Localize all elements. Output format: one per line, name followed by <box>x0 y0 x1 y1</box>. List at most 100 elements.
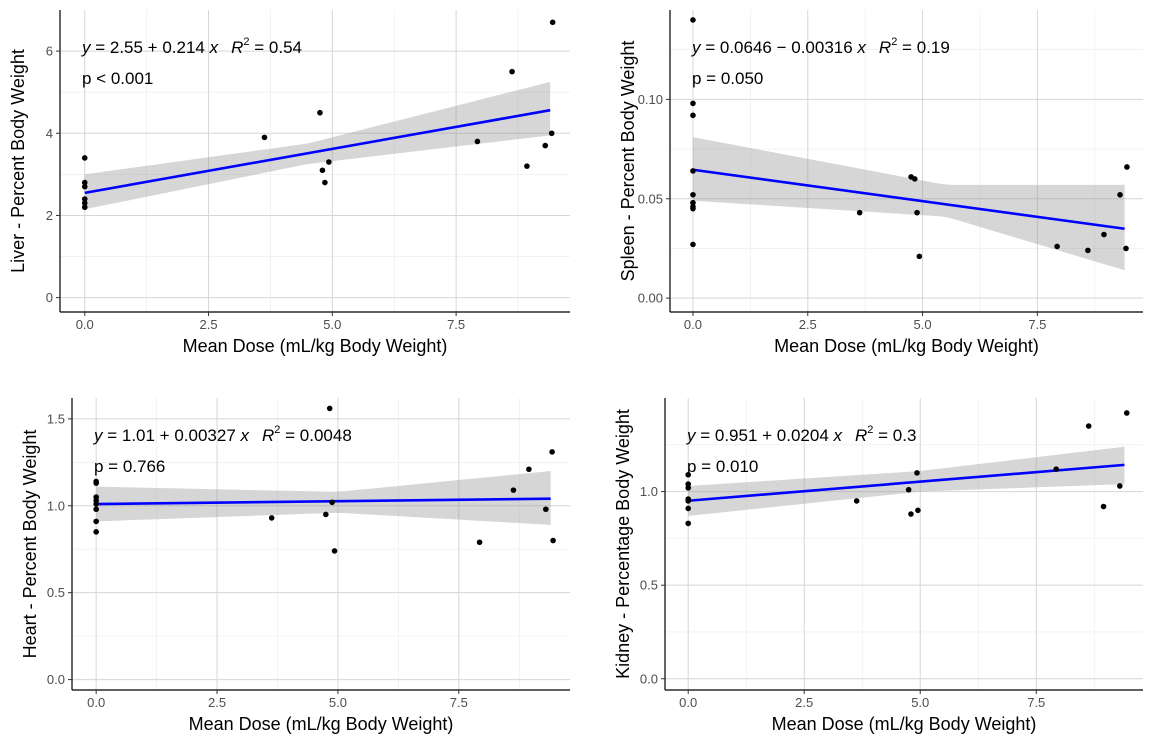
y-tick-label: 0.5 <box>47 585 65 600</box>
data-point <box>323 511 329 518</box>
data-point <box>476 539 483 546</box>
p-value-label: p = 0.010 <box>687 457 758 476</box>
data-point <box>548 130 555 137</box>
data-point <box>510 487 517 493</box>
data-point <box>81 196 88 202</box>
confidence-band <box>692 137 1125 271</box>
x-tick-label: 7.5 <box>1027 695 1045 710</box>
data-point <box>1053 466 1060 472</box>
x-tick-label: 0.0 <box>87 695 105 710</box>
p-value-label: p < 0.001 <box>82 69 153 88</box>
data-point <box>1085 247 1091 254</box>
data-point <box>1116 483 1123 489</box>
data-point <box>526 466 532 473</box>
data-point <box>268 515 275 521</box>
y-tick-label: 0.10 <box>638 92 663 107</box>
regression-line <box>692 168 1125 231</box>
data-point <box>685 485 692 491</box>
data-point <box>1124 164 1130 170</box>
y-tick-label: 0.00 <box>638 291 663 306</box>
data-point <box>690 199 696 206</box>
data-point <box>914 470 920 476</box>
data-point <box>1101 231 1107 238</box>
y-axis-title: Heart - Percent Body Weight <box>20 430 40 659</box>
x-tick-label: 5.0 <box>911 695 929 710</box>
data-point <box>1123 410 1130 416</box>
x-tick-label: 7.5 <box>450 695 468 710</box>
data-point <box>853 498 860 504</box>
data-point <box>331 548 338 554</box>
x-axis-title: Mean Dose (mL/kg Body Weight) <box>772 714 1037 734</box>
y-tick-label: 2 <box>46 208 53 223</box>
regression-line <box>84 108 551 195</box>
data-point <box>549 449 555 455</box>
data-point <box>690 191 696 198</box>
x-tick-label: 0.0 <box>679 695 697 710</box>
x-tick-label: 0.0 <box>76 317 94 332</box>
y-tick-label: 1.0 <box>47 498 65 513</box>
y-tick-label: 0.5 <box>640 578 658 593</box>
data-point <box>690 100 696 107</box>
data-point <box>1123 245 1129 252</box>
data-point <box>261 134 268 141</box>
data-point <box>81 200 88 206</box>
equation-label: y = 2.55 + 0.214 x R2 = 0.54 <box>81 36 302 57</box>
equation-label: y = 1.01 + 0.00327 x R2 = 0.0048 <box>93 424 352 445</box>
data-point <box>908 511 914 517</box>
data-point <box>542 142 549 149</box>
data-point <box>915 507 921 514</box>
data-point <box>690 168 696 174</box>
chart-panel-4: 0.0 2.5 5.0 7.5 0.0 0.5 1.0 Mean Dose (mL/kg Bo… <box>613 398 1143 734</box>
data-point <box>911 176 918 182</box>
data-point <box>326 405 333 412</box>
confidence-band <box>84 81 551 210</box>
y-tick-label: 0.05 <box>638 191 663 206</box>
data-point <box>685 498 692 504</box>
x-tick-label: 5.0 <box>914 317 932 332</box>
data-point <box>329 499 335 506</box>
data-point <box>93 518 99 525</box>
data-point <box>93 529 99 535</box>
data-point <box>856 209 863 216</box>
confidence-band <box>96 471 551 525</box>
x-axis-title: Mean Dose (mL/kg Body Weight) <box>183 336 448 356</box>
x-tick-label: 5.0 <box>329 695 347 710</box>
data-point <box>81 204 88 211</box>
equation-label: y = 0.0646 − 0.00316 x R2 = 0.19 <box>691 36 950 57</box>
y-axis-title: Kidney - Percentage Body Weight <box>613 409 633 679</box>
regression-line <box>96 497 551 506</box>
y-axis-title: Spleen - Percent Body Weight <box>618 41 638 282</box>
regression-line <box>688 463 1125 503</box>
y-tick-label: 0.0 <box>640 671 658 686</box>
x-tick-label: 2.5 <box>795 695 813 710</box>
data-point <box>905 486 912 493</box>
data-point <box>509 68 515 75</box>
y-tick-label: 0.0 <box>47 672 65 687</box>
data-point <box>81 155 88 161</box>
data-point <box>322 179 328 186</box>
data-point <box>1117 191 1123 198</box>
x-tick-label: 2.5 <box>208 695 226 710</box>
x-tick-label: 2.5 <box>200 317 218 332</box>
confidence-band <box>688 446 1125 516</box>
data-point <box>1100 503 1107 510</box>
x-tick-label: 5.0 <box>323 317 341 332</box>
data-point <box>690 17 696 23</box>
y-axis-title: Liver - Percent Body Weight <box>8 49 28 273</box>
chart-panel-2: 0.0 2.5 5.0 7.5 0.00 0.05 0.10 Mean Dose (mL/kg… <box>618 10 1143 356</box>
data-point <box>81 179 88 186</box>
x-axis-title: Mean Dose (mL/kg Body Weight) <box>189 714 454 734</box>
data-point <box>1054 243 1060 250</box>
data-point <box>914 209 920 216</box>
data-point <box>81 183 88 190</box>
equation-label: y = 0.951 + 0.0204 x R2 = 0.3 <box>686 424 916 445</box>
data-point <box>916 253 923 260</box>
y-tick-label: 1.0 <box>640 484 658 499</box>
data-point <box>93 506 99 513</box>
y-tick-label: 6 <box>46 44 53 59</box>
data-point <box>319 167 326 174</box>
p-value-label: p = 0.766 <box>94 457 165 476</box>
x-tick-label: 0.0 <box>684 317 702 332</box>
x-tick-label: 7.5 <box>447 317 465 332</box>
